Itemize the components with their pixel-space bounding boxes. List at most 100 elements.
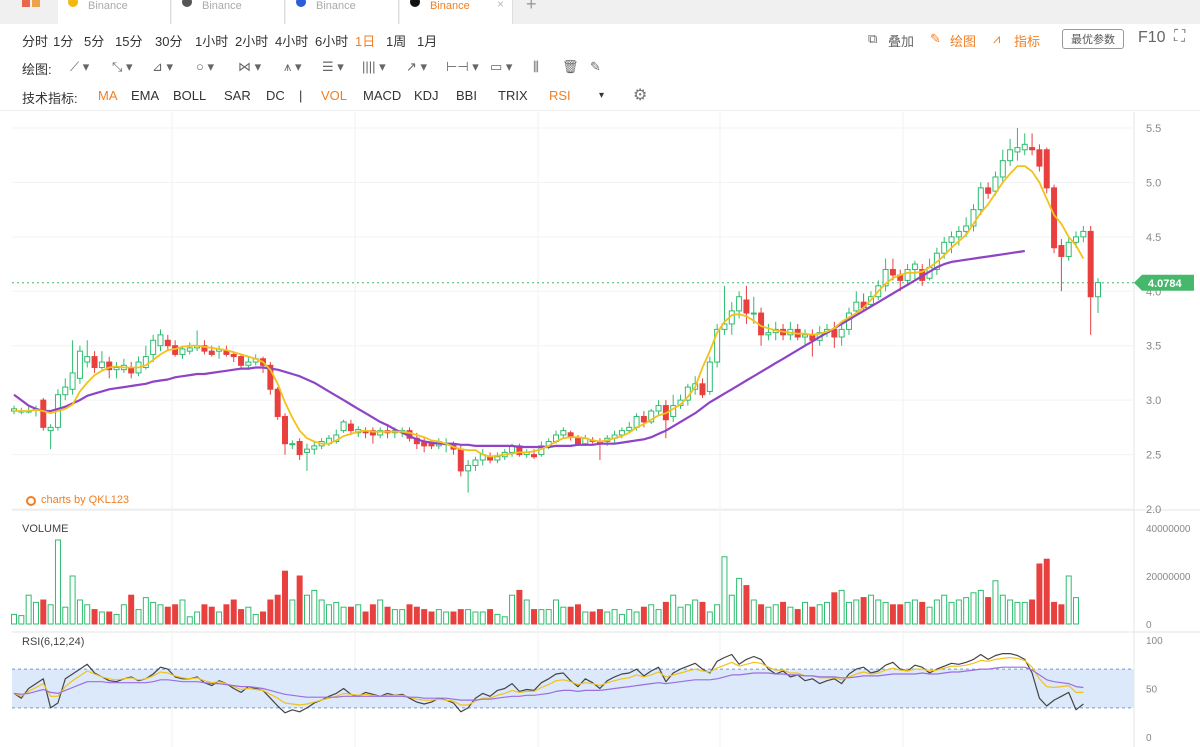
- ma-short-line: [14, 165, 1085, 458]
- volume-bar: [545, 609, 552, 625]
- volume-bar: [750, 599, 757, 625]
- candle-body: [853, 301, 860, 312]
- volume-bar: [369, 604, 376, 625]
- volume-bar: [384, 606, 391, 625]
- apps-icon[interactable]: [22, 0, 40, 8]
- fib-tool-icon[interactable]: ☰ ▾: [322, 59, 344, 74]
- volume-title: VOLUME: [22, 523, 68, 535]
- indicator-ma[interactable]: MA: [98, 88, 118, 103]
- price-tick-label: 5.0: [1146, 177, 1161, 189]
- zigzag-tool-icon[interactable]: ⋈ ▾: [238, 59, 262, 74]
- volume-bar: [1073, 597, 1080, 625]
- price-tag-label: 4.0784: [1148, 278, 1183, 290]
- indicator-ema[interactable]: EMA: [131, 88, 160, 103]
- draw-button[interactable]: 绘图: [950, 34, 977, 49]
- ray-tool-icon[interactable]: ⤡ ▾: [112, 59, 133, 74]
- coin-icon: [68, 0, 78, 7]
- params-button[interactable]: 最优参数: [1062, 29, 1124, 49]
- coin-icon: [410, 0, 420, 7]
- tab-binance-2[interactable]: Binance: [172, 0, 285, 24]
- volume-bar: [706, 611, 713, 625]
- gann-tool-icon[interactable]: |||| ▾: [362, 59, 386, 74]
- volume-bar: [289, 599, 296, 625]
- timeframe-6[interactable]: 2小时: [235, 34, 269, 49]
- candle-body: [377, 430, 384, 436]
- volume-bar: [201, 604, 208, 625]
- volume-bar: [84, 604, 91, 625]
- comment-tool-icon[interactable]: ▭ ▾: [490, 59, 513, 74]
- candle-body: [531, 454, 538, 458]
- bars-tool-icon[interactable]: ⫼: [533, 59, 539, 74]
- volume-bar: [1007, 599, 1014, 625]
- add-tab-button[interactable]: +: [526, 0, 537, 14]
- volume-bar: [325, 604, 332, 625]
- arrow-tool-icon[interactable]: ↗ ▾: [406, 59, 428, 74]
- tab-binance-3[interactable]: Binance: [286, 0, 399, 24]
- indicator-bar: 技术指标: MA EMA BOLL SAR DC | VOL MACD KDJ BBI TRIX RS…: [0, 83, 1200, 109]
- tab-binance-1[interactable]: Binance: [58, 0, 171, 24]
- indicator-boll[interactable]: BOLL: [173, 88, 207, 103]
- indicator-rsi[interactable]: RSI: [549, 88, 571, 103]
- circle-tool-icon[interactable]: ○ ▾: [196, 59, 214, 74]
- measure-tool-icon[interactable]: ⊢⊣ ▾: [446, 59, 479, 74]
- timeframe-1[interactable]: 1分: [53, 34, 74, 49]
- channel-tool-icon[interactable]: ⊿ ▾: [152, 59, 174, 74]
- volume-bar: [333, 601, 340, 625]
- timeframe-3[interactable]: 15分: [115, 34, 143, 49]
- volume-bar: [780, 601, 787, 625]
- close-icon[interactable]: ×: [496, 0, 504, 11]
- volume-bar: [933, 599, 940, 625]
- timeframe-2[interactable]: 5分: [84, 34, 105, 49]
- indicator-sar[interactable]: SAR: [224, 88, 251, 103]
- indicator-vol[interactable]: VOL: [321, 88, 348, 103]
- candle-body: [289, 443, 296, 446]
- volume-bar: [172, 604, 179, 625]
- candle-body: [62, 386, 69, 396]
- pattern-tool-icon[interactable]: ⩚ ▾: [284, 59, 302, 74]
- trash-icon[interactable]: 🗑: [562, 59, 579, 74]
- indicator-kdj[interactable]: KDJ: [414, 88, 439, 103]
- volume-bar: [574, 604, 581, 625]
- indicator-dropdown-icon[interactable]: ▾: [599, 90, 605, 101]
- volume-bar: [633, 611, 640, 625]
- brush-icon[interactable]: ✎: [590, 59, 601, 74]
- volume-bar: [611, 609, 618, 625]
- candle-body: [743, 299, 750, 314]
- timeframe-4[interactable]: 30分: [155, 34, 183, 49]
- volume-bar: [1051, 601, 1058, 625]
- timeframe-10[interactable]: 1周: [386, 34, 407, 49]
- volume-bar: [926, 606, 933, 625]
- volume-bar: [955, 599, 962, 625]
- f10-button[interactable]: F10: [1138, 29, 1166, 46]
- volume-bar: [282, 570, 288, 625]
- timeframe-5[interactable]: 1小时: [195, 34, 229, 49]
- volume-bar: [655, 609, 662, 625]
- indicator-macd[interactable]: MACD: [363, 88, 402, 103]
- timeframe-11[interactable]: 1月: [417, 34, 438, 49]
- timeframe-9[interactable]: 1日: [355, 34, 376, 49]
- volume-bar: [809, 606, 816, 625]
- fullscreen-icon[interactable]: ⛶: [1174, 28, 1186, 45]
- volume-tick-label: 20000000: [1146, 572, 1191, 583]
- volume-bar: [677, 606, 684, 625]
- candle-body: [618, 430, 625, 436]
- indicator-bbi[interactable]: BBI: [456, 88, 477, 103]
- candle-body: [1043, 149, 1050, 189]
- timeframe-0[interactable]: 分时: [22, 34, 49, 49]
- indicator-trix[interactable]: TRIX: [498, 88, 528, 103]
- settings-gear-icon[interactable]: ⚙: [633, 87, 648, 104]
- volume-bar: [1036, 563, 1043, 625]
- line-tool-icon[interactable]: ⟋ ▾: [70, 59, 90, 74]
- candle-body: [347, 423, 354, 432]
- timeframe-7[interactable]: 4小时: [275, 34, 309, 49]
- tab-binance-4[interactable]: Binance ×: [400, 0, 513, 24]
- timeframe-8[interactable]: 6小时: [315, 34, 349, 49]
- indicator-dc[interactable]: DC: [266, 88, 285, 103]
- candle-body: [948, 236, 955, 243]
- volume-bar: [260, 611, 267, 625]
- overlay-button[interactable]: 叠加: [888, 34, 915, 49]
- indicator-button[interactable]: 指标: [1014, 34, 1041, 49]
- volume-bar: [435, 609, 442, 625]
- volume-bar: [421, 609, 428, 625]
